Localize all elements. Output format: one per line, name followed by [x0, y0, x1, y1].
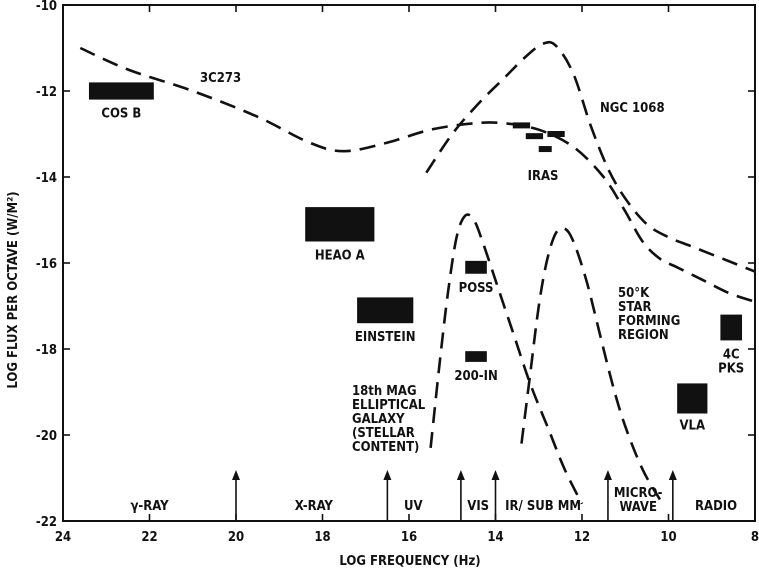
instrument-label: HEAO A — [315, 249, 365, 264]
x-tick-label: 16 — [401, 530, 417, 545]
series-line — [79, 46, 756, 303]
band-label: UV — [404, 499, 423, 514]
x-tick-label: 14 — [487, 530, 503, 545]
labels: LOG FREQUENCY (Hz) LOG FLUX PER OCTAVE (… — [6, 71, 680, 569]
curve-annotation: 18th MAG ELLIPTICAL GALAXY (STELLAR CONTENT) — [352, 384, 426, 455]
x-tick-label: 8 — [751, 530, 759, 545]
instrument-label: VLA — [680, 419, 706, 434]
x-tick-label: 12 — [574, 530, 590, 545]
instrument-box — [720, 314, 743, 341]
y-tick-label: -16 — [36, 257, 57, 272]
tick-marks: 24 22 20 18 16 14 12 10 8 -10 -12 -14 -16 -18 -20 -22 — [36, 0, 759, 545]
y-tick-label: -12 — [36, 85, 57, 100]
y-tick-label: -18 — [36, 343, 57, 358]
instrument-box — [88, 82, 154, 100]
band-boundary-arrowhead — [383, 470, 392, 480]
instrument-label: IRAS — [528, 169, 559, 184]
x-tick-label: 18 — [314, 530, 330, 545]
band-label: RADIO — [695, 499, 737, 514]
series-line — [425, 40, 756, 273]
x-tick-label: 22 — [141, 530, 157, 545]
y-axis-title: LOG FLUX PER OCTAVE (W/M²) — [6, 191, 21, 388]
band-boundary-arrowhead — [232, 470, 240, 480]
iras-bar — [512, 122, 531, 129]
instrument-box — [305, 207, 375, 242]
band-label: γ-RAY — [130, 499, 169, 514]
instrument-label: EINSTEIN — [355, 330, 416, 345]
band-boundary-arrowhead — [668, 470, 677, 480]
curve-annotation: 50°K STAR FORMING REGION — [618, 286, 680, 343]
band-label: X-RAY — [295, 499, 334, 514]
curve-annotation: NGC 1068 — [600, 101, 665, 116]
y-tick-label: -14 — [36, 171, 57, 186]
curve-annotation: 3C273 — [200, 71, 241, 86]
x-tick-label: 10 — [660, 530, 676, 545]
instrument-box — [357, 297, 414, 324]
iras-bar — [547, 131, 565, 137]
instrument-label: 200-IN — [454, 369, 497, 384]
instrument-boxes: COS B HEAO A EINSTEIN POSS 200-IN IRAS VLA 4C PK… — [88, 82, 744, 434]
band-boundary-arrowhead — [456, 470, 465, 480]
instrument-box — [465, 351, 487, 362]
instrument-label: 4C PKS — [718, 347, 744, 376]
series-line — [520, 226, 662, 501]
y-tick-label: -22 — [36, 515, 57, 530]
band-boundary-arrowhead — [603, 470, 612, 480]
x-axis-title: LOG FREQUENCY (Hz) — [339, 554, 480, 569]
x-tick-label: 20 — [228, 530, 244, 545]
instrument-label: COS B — [101, 107, 141, 122]
band-layer: γ-RAY X-RAY UV VIS IR/ SUB MM MICRO-WAVE RADIO — [130, 470, 737, 521]
instrument-box — [677, 383, 708, 414]
x-tick-label: 24 — [55, 530, 71, 545]
iras-bar — [538, 146, 552, 153]
iras-bar — [525, 133, 544, 140]
y-tick-label: -10 — [36, 0, 57, 14]
band-label: IR/ SUB MM — [505, 499, 581, 514]
series-line — [429, 213, 584, 505]
instrument-label: POSS — [459, 281, 494, 296]
band-label: MICRO-WAVE — [614, 486, 663, 515]
y-tick-label: -20 — [36, 429, 57, 444]
band-label: VIS — [467, 499, 489, 514]
instrument-box — [465, 260, 487, 274]
band-boundary-arrowhead — [491, 470, 500, 480]
